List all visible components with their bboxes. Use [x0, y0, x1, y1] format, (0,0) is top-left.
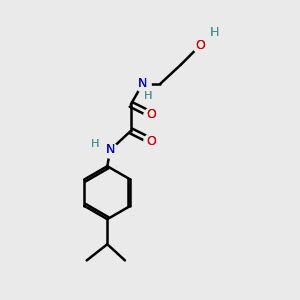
Text: H: H [210, 26, 220, 39]
Text: O: O [195, 39, 205, 52]
Text: H: H [91, 139, 100, 149]
Text: H: H [144, 91, 153, 100]
Text: O: O [195, 39, 205, 52]
Text: N: N [106, 143, 115, 157]
Text: N: N [138, 77, 147, 90]
Text: N: N [138, 77, 147, 90]
Text: N: N [106, 143, 115, 157]
Text: H: H [144, 91, 153, 100]
Text: H: H [91, 139, 100, 149]
Text: O: O [146, 135, 156, 148]
Text: O: O [146, 135, 156, 148]
Text: O: O [146, 108, 156, 121]
Text: O: O [146, 108, 156, 121]
Text: H: H [210, 26, 220, 39]
